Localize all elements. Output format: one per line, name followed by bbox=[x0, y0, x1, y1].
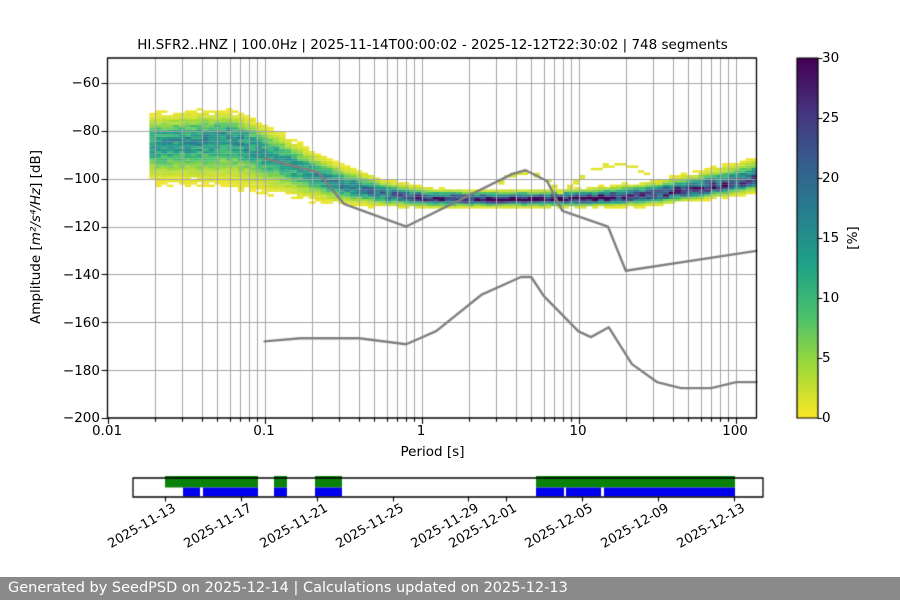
x-tick-label: 0.1 bbox=[253, 423, 275, 439]
x-tick-label: 0.01 bbox=[91, 423, 123, 439]
y-tick-label: −120 bbox=[62, 219, 100, 235]
colorbar-tick-label: 0 bbox=[822, 410, 831, 426]
y-tick-label: −60 bbox=[71, 75, 101, 91]
colorbar-tick-label: 10 bbox=[822, 290, 840, 306]
y-tick-label: −100 bbox=[62, 171, 100, 187]
y-tick-label: −160 bbox=[62, 315, 100, 331]
plot-title: HI.SFR2..HNZ | 100.0Hz | 2025-11-14T00:0… bbox=[137, 37, 728, 53]
colorbar-tick-label: 20 bbox=[822, 170, 840, 186]
y-axis-label-suffix: ] [dB] bbox=[28, 149, 44, 188]
colorbar-tick-label: 25 bbox=[822, 110, 840, 126]
y-tick-label: −200 bbox=[62, 410, 100, 426]
colorbar-tick-label: 5 bbox=[822, 350, 831, 366]
y-axis-label-units: m²/s⁴/Hz bbox=[28, 187, 44, 246]
x-tick-label: 1 bbox=[416, 423, 426, 439]
colorbar-tick-label: 30 bbox=[822, 50, 840, 66]
x-tick-label: 100 bbox=[722, 423, 748, 439]
footer-text: Generated by SeedPSD on 2025-12-14 | Cal… bbox=[8, 580, 568, 596]
colorbar-tick-label: 15 bbox=[822, 230, 840, 246]
y-tick-label: −80 bbox=[71, 123, 101, 139]
footer-bar: Generated by SeedPSD on 2025-12-14 | Cal… bbox=[0, 577, 900, 600]
x-tick-label: 10 bbox=[569, 423, 587, 439]
y-axis-label-prefix: Amplitude [ bbox=[28, 245, 44, 325]
y-tick-label: −140 bbox=[62, 267, 100, 283]
y-tick-label: −180 bbox=[62, 363, 100, 379]
x-axis-label: Period [s] bbox=[400, 444, 465, 460]
y-axis-label: Amplitude [m²/s⁴/Hz] [dB] bbox=[28, 77, 44, 397]
colorbar-label: [%] bbox=[845, 226, 861, 250]
